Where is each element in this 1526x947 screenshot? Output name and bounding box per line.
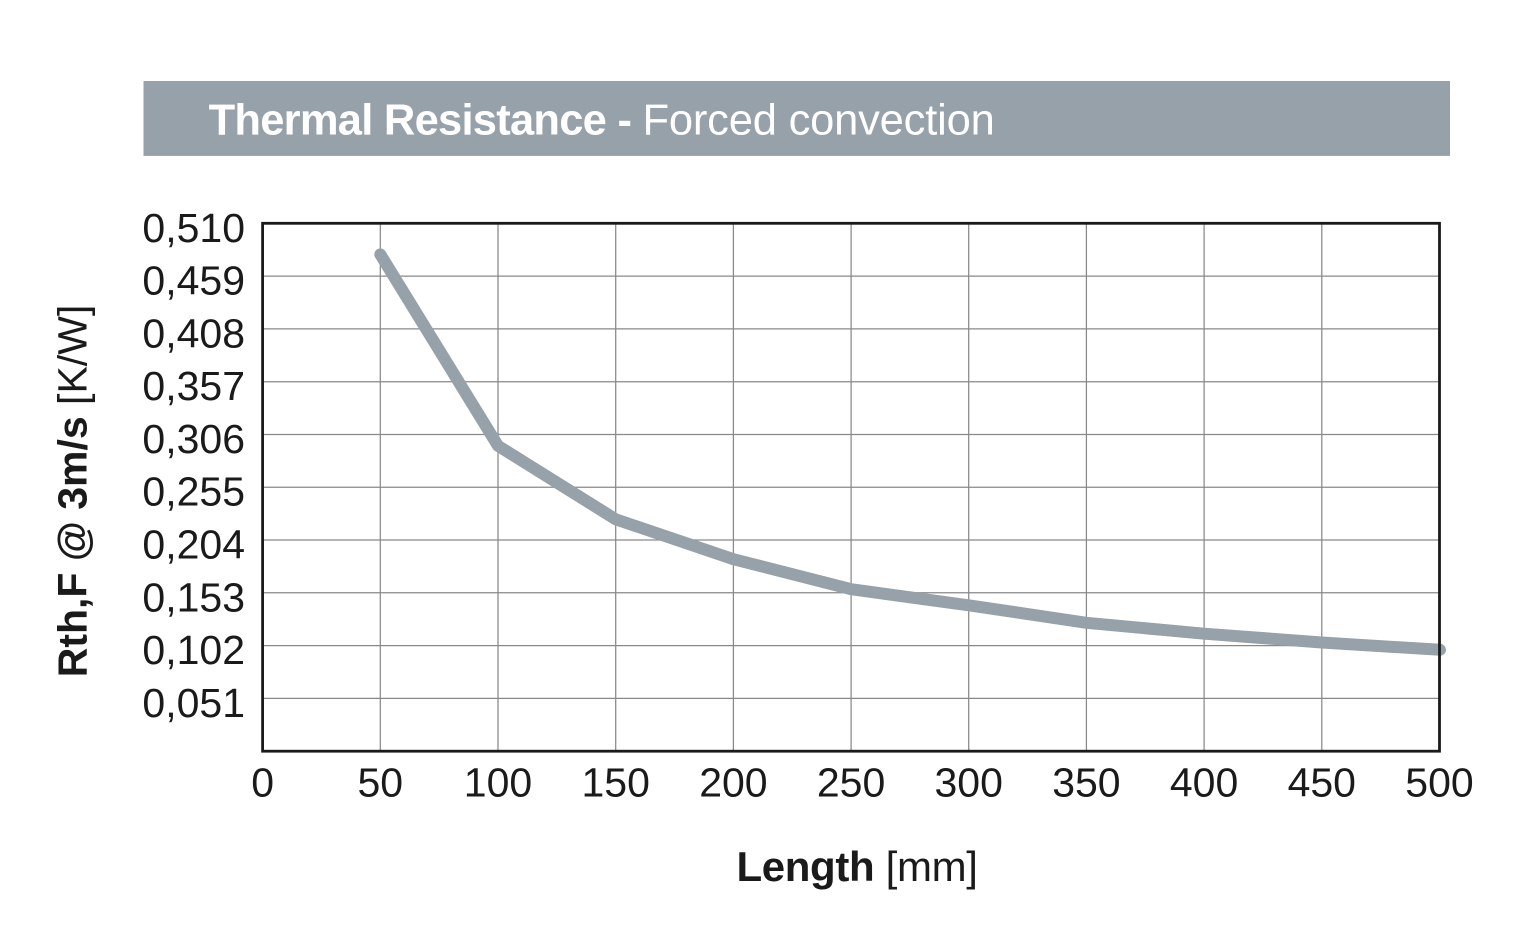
svg-text:400: 400 bbox=[1170, 760, 1238, 806]
svg-text:Rth,F @ 3m/s [K/W]: Rth,F @ 3m/s [K/W] bbox=[50, 305, 96, 678]
svg-text:0: 0 bbox=[251, 760, 274, 806]
svg-text:Thermal Resistance - Forced co: Thermal Resistance - Forced convection bbox=[209, 97, 995, 145]
svg-text:0,102: 0,102 bbox=[142, 627, 245, 673]
svg-text:450: 450 bbox=[1288, 760, 1356, 806]
svg-text:0,153: 0,153 bbox=[142, 574, 245, 620]
svg-text:100: 100 bbox=[464, 760, 532, 806]
svg-text:0,459: 0,459 bbox=[142, 258, 245, 304]
svg-text:0,357: 0,357 bbox=[142, 363, 245, 409]
svg-text:250: 250 bbox=[817, 760, 885, 806]
svg-text:150: 150 bbox=[581, 760, 649, 806]
svg-text:300: 300 bbox=[934, 760, 1002, 806]
svg-text:0,408: 0,408 bbox=[142, 310, 245, 356]
svg-text:0,510: 0,510 bbox=[142, 205, 245, 251]
svg-text:350: 350 bbox=[1052, 760, 1120, 806]
svg-text:0,255: 0,255 bbox=[142, 469, 245, 515]
svg-text:0,051: 0,051 bbox=[142, 680, 245, 726]
svg-text:0,306: 0,306 bbox=[142, 416, 245, 462]
svg-text:200: 200 bbox=[699, 760, 767, 806]
svg-text:500: 500 bbox=[1405, 760, 1473, 806]
svg-text:0,204: 0,204 bbox=[142, 522, 245, 568]
svg-text:50: 50 bbox=[357, 760, 403, 806]
svg-text:Length [mm]: Length [mm] bbox=[736, 843, 977, 890]
